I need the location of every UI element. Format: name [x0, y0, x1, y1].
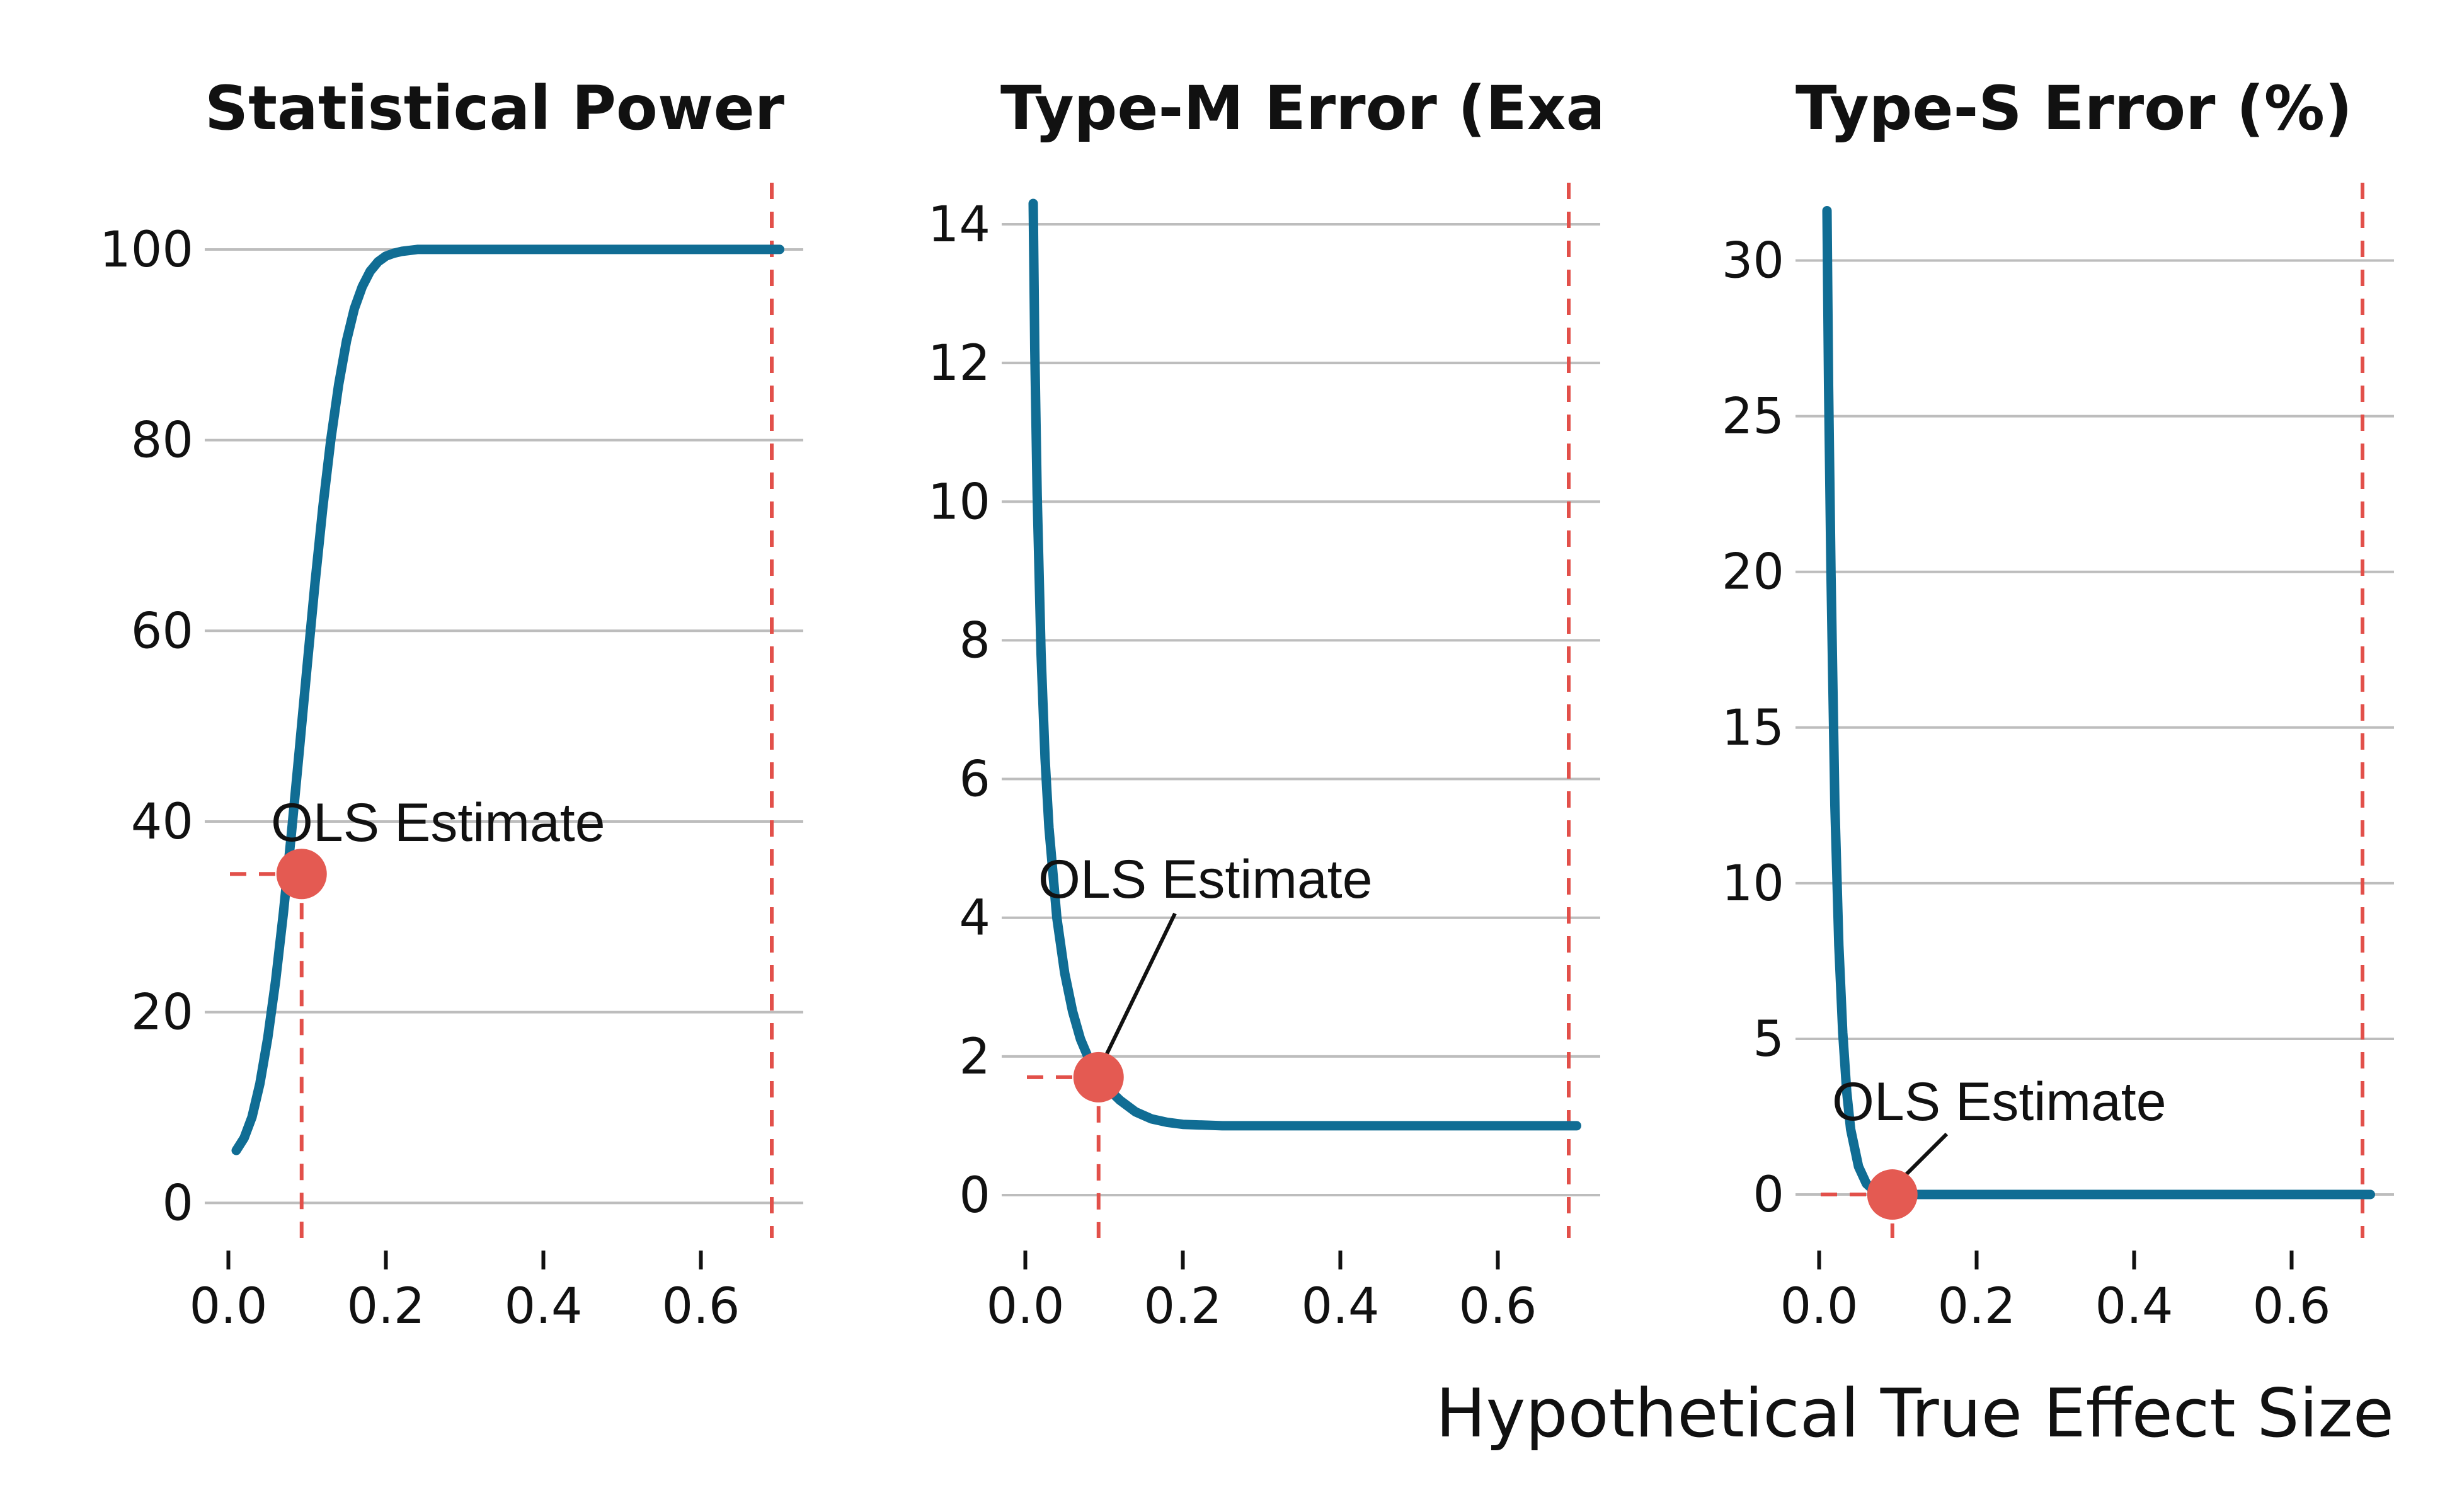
power-y-tick-label: 0	[162, 1175, 193, 1232]
power-panel: Statistical Power (% 0 20 40 60 80 100 0.0 0.2 0…	[100, 73, 894, 1335]
type-s-y-tick-label: 10	[1722, 856, 1784, 912]
type-s-y-tick-label: 30	[1722, 233, 1784, 290]
type-m-x-tick-label: 0.0	[986, 1278, 1064, 1335]
type-m-y-tick-label: 10	[928, 474, 990, 530]
power-x-tick-label: 0.4	[504, 1278, 582, 1335]
type-s-x-tick-label: 0.6	[2252, 1278, 2330, 1335]
type-m-estimate-label: OLS Estimate	[1038, 849, 1373, 910]
type-s-panel-title: Type-S Error (%)	[1796, 73, 2352, 144]
power-y-tick-label: 40	[131, 794, 193, 850]
type-m-x-tick-label: 0.2	[1143, 1278, 1222, 1335]
power-panel-title: Statistical Power (%	[205, 73, 894, 144]
type-m-y-tick-label: 8	[959, 612, 990, 669]
type-s-estimate-label: OLS Estimate	[1832, 1072, 2167, 1132]
power-y-tick-label: 80	[131, 413, 193, 469]
type-m-y-tick-label: 4	[959, 890, 990, 947]
type-m-panel-title: Type-M Error (Exag	[1000, 73, 1650, 144]
power-x-tick-label: 0.2	[346, 1278, 425, 1335]
type-s-panel: Type-S Error (%) 0 5 10 15 20 25 30 0.0 0.2 0.4 0.…	[1722, 73, 2394, 1335]
power-curve	[231, 244, 784, 1155]
type-m-x-tick-label: 0.4	[1301, 1278, 1379, 1335]
power-estimate-label: OLS Estimate	[271, 793, 605, 853]
type-m-y-tick-label: 12	[928, 335, 990, 392]
type-s-x-tick-label: 0.2	[1937, 1278, 2015, 1335]
type-s-curve	[1822, 206, 2375, 1200]
type-s-y-tick-label: 5	[1753, 1011, 1784, 1068]
type-s-x-tick-label: 0.4	[2095, 1278, 2173, 1335]
type-s-y-tick-label: 25	[1722, 389, 1784, 445]
power-x-tick-label: 0.0	[189, 1278, 267, 1335]
type-m-y-tick-label: 6	[959, 752, 990, 808]
type-m-y-tick-label: 2	[959, 1029, 990, 1085]
type-s-y-tick-label: 20	[1722, 544, 1784, 601]
type-s-x-tick-label: 0.0	[1780, 1278, 1858, 1335]
power-x-tick-label: 0.6	[662, 1278, 740, 1335]
power-y-tick-label: 60	[131, 603, 193, 660]
type-s-y-tick-label: 0	[1753, 1167, 1784, 1223]
type-m-estimate-point	[1073, 1051, 1124, 1102]
type-m-x-tick-label: 0.6	[1458, 1278, 1537, 1335]
type-m-y-tick-label: 14	[928, 197, 990, 253]
x-axis-title: Hypothetical True Effect Size	[1436, 1375, 2394, 1452]
type-m-panel: Type-M Error (Exag 0 2 4 6 8 10 12 14 0.0 0.2 0.4 0…	[928, 73, 1650, 1335]
power-y-tick-label: 100	[100, 222, 193, 278]
type-m-annotation-leader	[1097, 912, 1177, 1072]
type-s-estimate-point	[1867, 1169, 1918, 1220]
type-m-curve	[1028, 198, 1581, 1131]
type-s-y-tick-label: 15	[1722, 700, 1784, 757]
power-y-tick-label: 20	[131, 985, 193, 1041]
type-m-y-tick-label: 0	[959, 1167, 990, 1224]
power-estimate-point	[276, 849, 327, 900]
